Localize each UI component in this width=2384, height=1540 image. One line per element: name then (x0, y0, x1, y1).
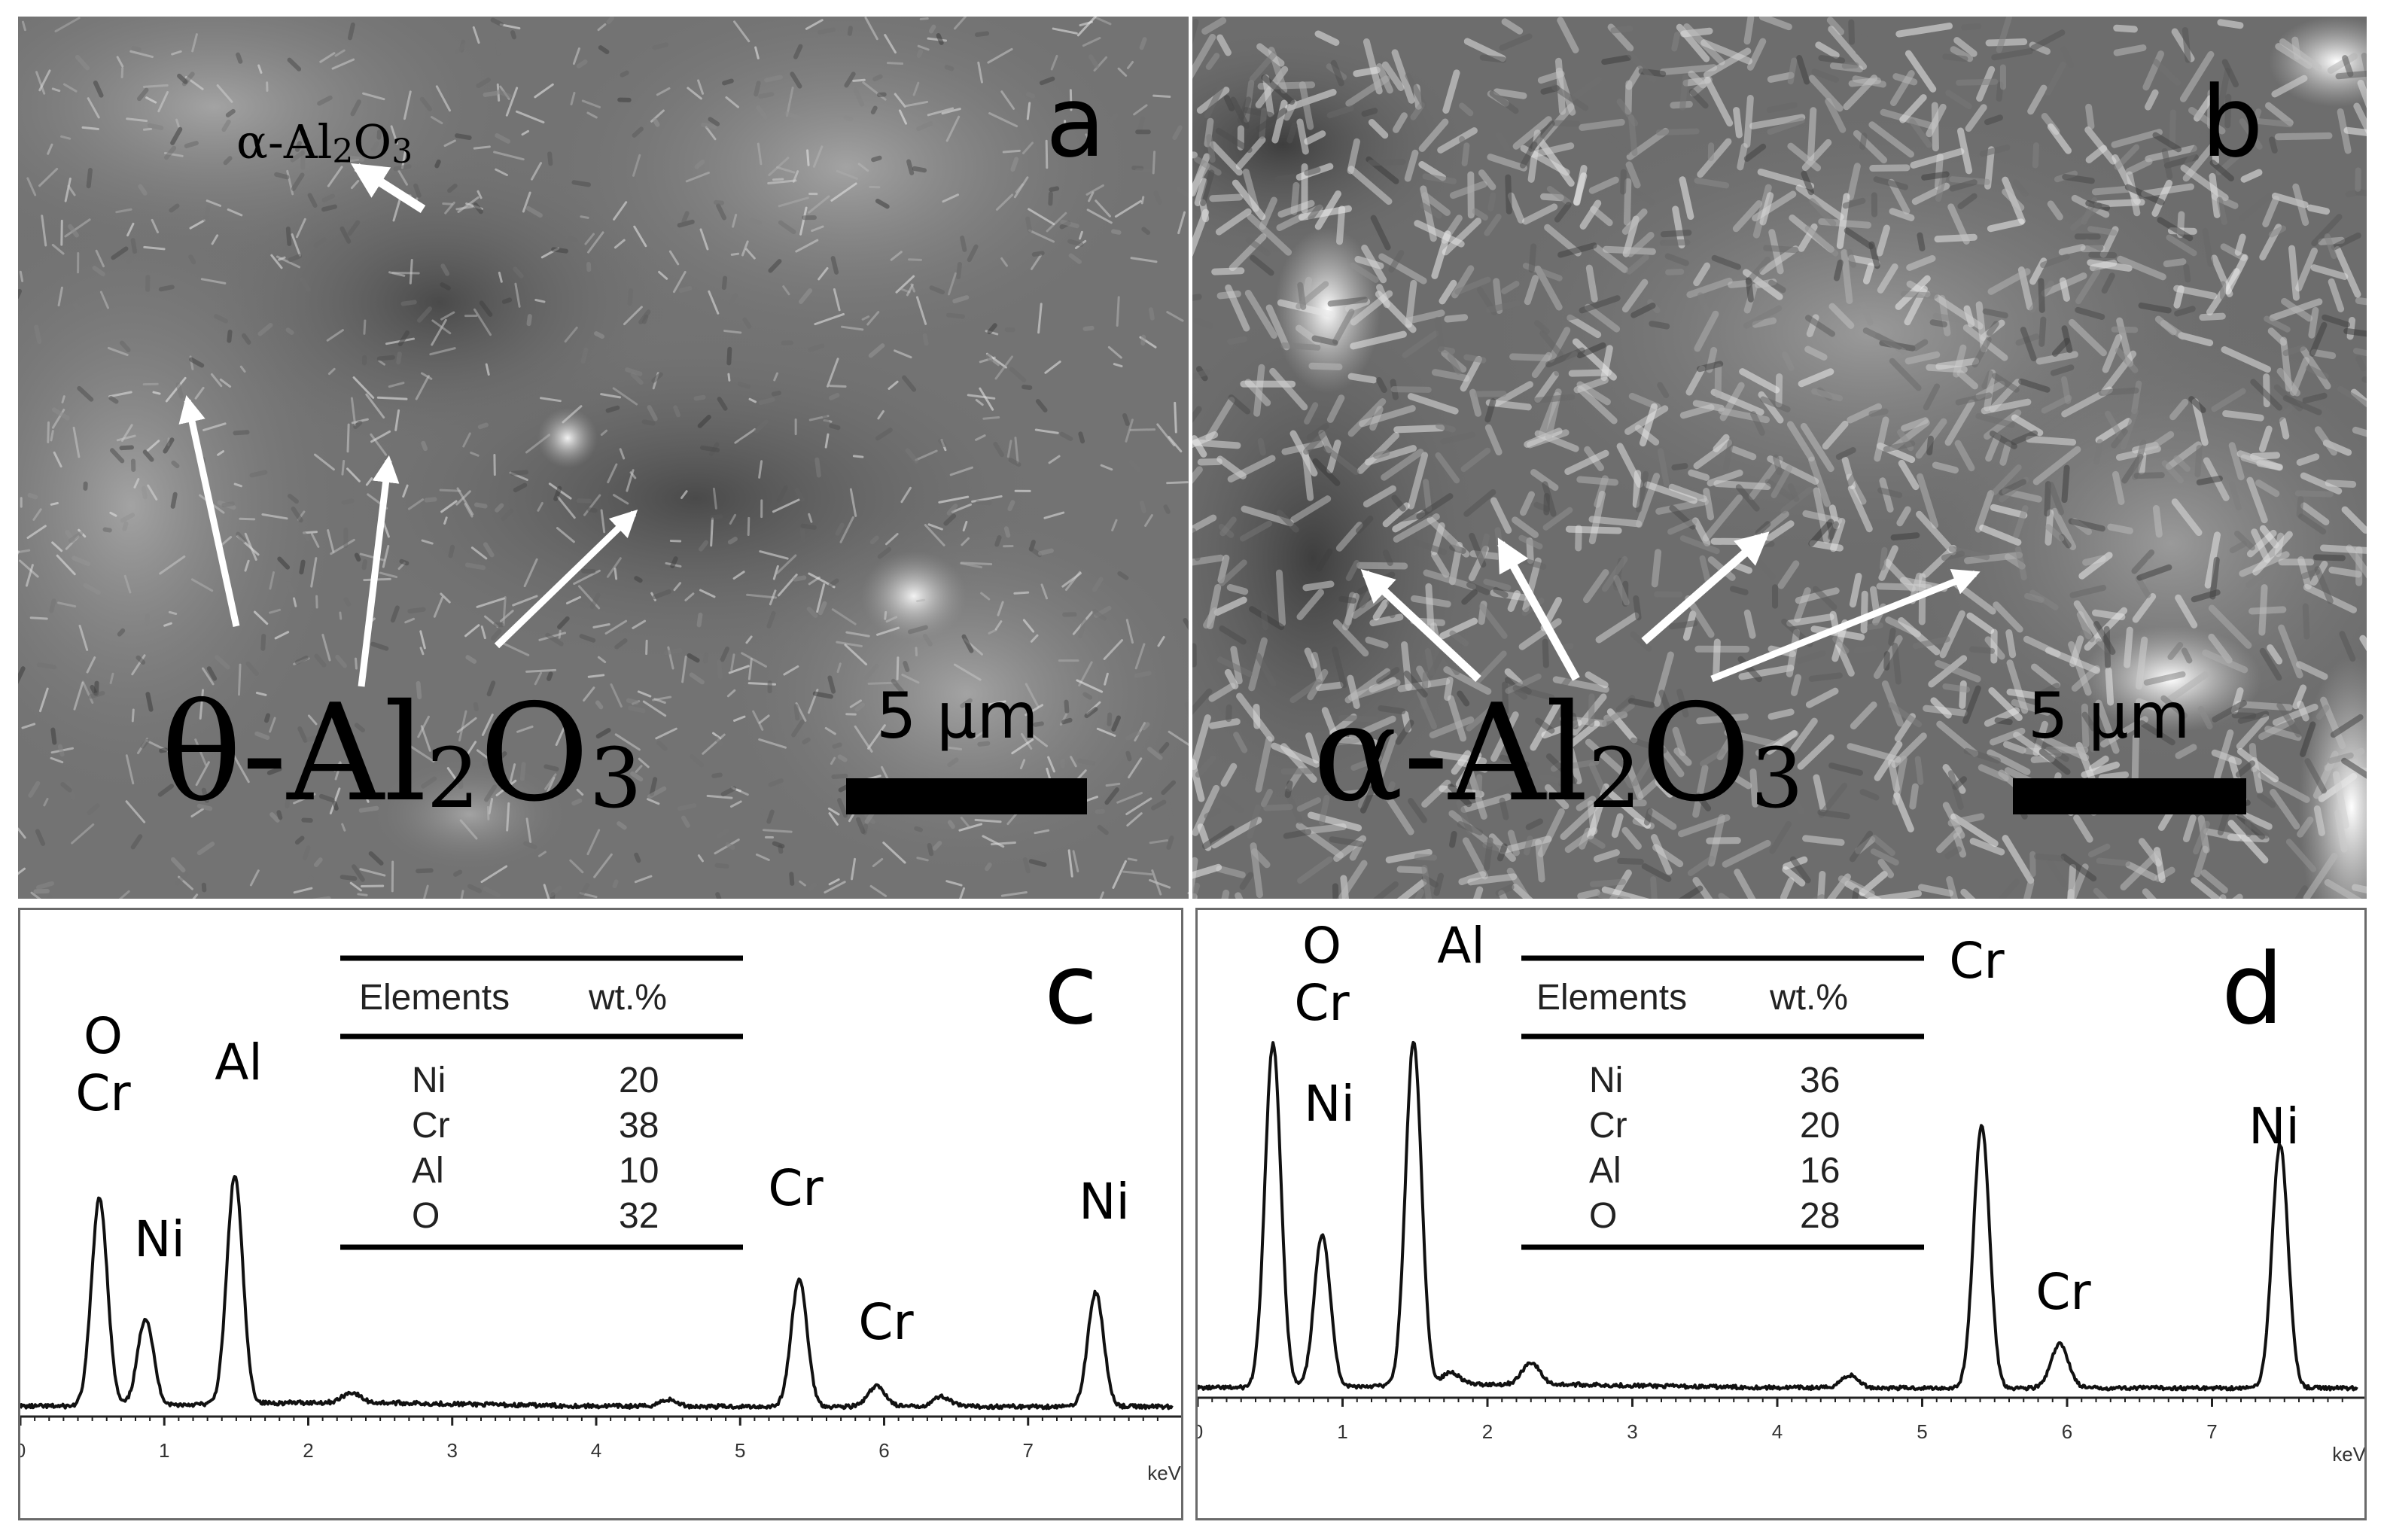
x-tick-label: 1 (159, 1439, 169, 1462)
table-header-elements: Elements (1536, 978, 1687, 1018)
panel-letter-d: d (2221, 932, 2284, 1046)
sem-image-b: b α-Al2O3 5 μm (1192, 17, 2367, 899)
table-cell-element: Al (412, 1151, 444, 1191)
table-cell-element: Cr (1589, 1106, 1627, 1146)
peak-label: OCr (1294, 917, 1350, 1032)
table-cell-value: 10 (619, 1151, 659, 1191)
panel-letter-a: a (1046, 65, 1106, 179)
x-tick-label: 2 (303, 1439, 313, 1462)
table-cell-value: 38 (619, 1106, 659, 1146)
alpha-al2o3-label: α-Al2O3 (1313, 675, 1804, 831)
peak-label: Cr (858, 1293, 914, 1351)
peak-element-label: Cr (858, 1293, 914, 1351)
peak-label: Al (215, 1033, 263, 1091)
peak-element-label: Ni (134, 1210, 185, 1268)
table-header-wt: wt.% (1769, 978, 1848, 1018)
table-cell-element: Ni (1589, 1061, 1623, 1100)
x-tick-label: 3 (1627, 1420, 1637, 1443)
peak-element-label: Al (1437, 917, 1485, 975)
peak-label: OCr (75, 1007, 131, 1122)
scale-bar-label-a: 5 μm (876, 679, 1038, 753)
x-axis: 0 1 2 3 4 5 6 7 keV (20, 1415, 1181, 1484)
x-axis: 0 1 2 3 4 5 6 7 keV (1198, 1396, 2364, 1465)
platelet-texture-b (1192, 17, 2367, 899)
peak-label: Ni (1304, 1075, 1355, 1133)
table-cell-element: O (412, 1196, 440, 1236)
sem-image-a: α-Al2O3 a θ-Al2O3 5 μm (18, 17, 1189, 899)
x-tick-label: 3 (447, 1439, 458, 1462)
table-cell-value: 32 (619, 1196, 659, 1236)
x-axis-unit: keV (2332, 1443, 2364, 1465)
x-tick-label: 6 (2062, 1420, 2072, 1443)
eds-panel-d: d Elements wt.% Ni 36 Cr 20 Al 16 O 28 0… (1195, 908, 2367, 1520)
eds-spectrum-c: c Elements wt.% Ni 20 Cr 38 Al 10 O 32 0… (20, 932, 1181, 1484)
scale-bar-label-b: 5 μm (2028, 679, 2190, 753)
peak-element-label: Cr (1949, 932, 2005, 990)
composition-table-c: Elements wt.% Ni 20 Cr 38 Al 10 O 32 (340, 955, 743, 1250)
x-tick-label: 6 (878, 1439, 889, 1462)
peak-element-label: Cr (768, 1159, 824, 1217)
arrow-icon (1641, 531, 1770, 645)
table-cell-value: 20 (1800, 1106, 1840, 1146)
peak-label: Cr (768, 1159, 824, 1217)
eds-spectrum-d: d Elements wt.% Ni 36 Cr 20 Al 16 O 28 0… (1198, 917, 2364, 1465)
arrow-icon (178, 394, 240, 627)
x-tick-label: 4 (1772, 1420, 1783, 1443)
arrow-icon (494, 509, 638, 649)
peak-label: Cr (2035, 1263, 2091, 1321)
sem-panel-b: b α-Al2O3 5 μm (1192, 17, 2367, 899)
x-tick-label: 5 (735, 1439, 745, 1462)
arrow-icon (350, 163, 426, 214)
x-tick-label: 4 (591, 1439, 601, 1462)
theta-al2o3-label: θ-Al2O3 (161, 675, 642, 831)
table-cell-value: 20 (619, 1061, 659, 1100)
x-tick-label: 5 (1917, 1420, 1927, 1443)
table-cell-element: Cr (412, 1106, 450, 1146)
peak-element-label: Ni (1304, 1075, 1355, 1133)
x-tick-label: 0 (1198, 1420, 1203, 1443)
panel-letter-b: b (2201, 65, 2264, 179)
panel-letter-c: c (1044, 932, 1098, 1046)
scale-bar-a (846, 778, 1087, 814)
peak-element-label: Cr (1294, 974, 1350, 1032)
peak-label: Cr (1949, 932, 2005, 990)
x-tick-label: 0 (20, 1439, 26, 1462)
table-cell-element: Ni (412, 1061, 446, 1100)
peak-label: Al (1437, 917, 1485, 975)
spectrum-line (20, 1175, 1174, 1411)
x-tick-label: 1 (1337, 1420, 1347, 1443)
spectrum-line (1198, 1040, 2358, 1392)
peak-element-label: O (1302, 917, 1341, 975)
eds-panel-c: c Elements wt.% Ni 20 Cr 38 Al 10 O 32 0… (18, 908, 1183, 1520)
scale-bar-b (2013, 778, 2246, 814)
x-axis-unit: keV (1147, 1462, 1181, 1484)
peak-label: Ni (2249, 1097, 2300, 1155)
arrow-icon (1497, 537, 1580, 681)
x-tick-label: 7 (1023, 1439, 1034, 1462)
peak-element-label: Cr (2035, 1263, 2091, 1321)
peak-label: Ni (134, 1210, 185, 1268)
peak-element-label: Cr (75, 1064, 131, 1122)
table-cell-value: 36 (1800, 1061, 1840, 1100)
table-cell-value: 16 (1800, 1151, 1840, 1191)
x-tick-label: 2 (1482, 1420, 1493, 1443)
peak-element-label: O (84, 1007, 123, 1065)
peak-element-label: Ni (2249, 1097, 2300, 1155)
peak-label: Ni (1079, 1173, 1130, 1231)
sem-panel-a: α-Al2O3 a θ-Al2O3 5 μm (18, 17, 1189, 899)
alpha-al2o3-label: α-Al2O3 (236, 114, 413, 171)
table-cell-element: Al (1589, 1151, 1621, 1191)
table-header-elements: Elements (359, 978, 510, 1018)
arrow-icon (358, 455, 400, 687)
peak-element-label: Al (215, 1033, 263, 1091)
x-tick-label: 7 (2206, 1420, 2217, 1443)
table-header-wt: wt.% (588, 978, 667, 1018)
table-cell-value: 28 (1800, 1196, 1840, 1236)
arrow-icon (1710, 568, 1981, 683)
composition-table-d: Elements wt.% Ni 36 Cr 20 Al 16 O 28 (1521, 955, 1924, 1250)
table-cell-element: O (1589, 1196, 1617, 1236)
arrow-icon (1360, 568, 1481, 683)
peak-element-label: Ni (1079, 1173, 1130, 1231)
